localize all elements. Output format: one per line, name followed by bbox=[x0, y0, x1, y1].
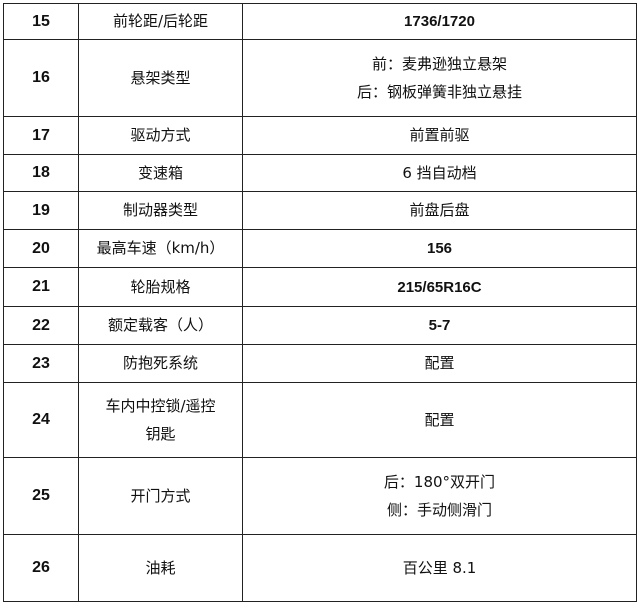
table-row: 15 前轮距/后轮距 1736/1720 bbox=[3, 3, 637, 40]
table-row: 25 开门方式 后：180°双开门 侧：手动侧滑门 bbox=[3, 457, 637, 535]
item-name: 驱动方式 bbox=[78, 116, 243, 155]
item-value-line: 后：180°双开门 bbox=[383, 472, 496, 491]
spec-table: 15 前轮距/后轮距 1736/1720 16 悬架类型 前：麦弗逊独立悬架 后：钢板弹簧非… bbox=[3, 3, 637, 602]
item-value: 前置前驱 bbox=[242, 116, 637, 155]
item-value: 配置 bbox=[242, 344, 637, 383]
item-value-line: 1736/1720 bbox=[404, 13, 475, 30]
item-name: 车内中控锁/遥控 钥匙 bbox=[78, 382, 243, 458]
item-name: 轮胎规格 bbox=[78, 267, 243, 307]
table-row: 26 油耗 百公里 8.1 bbox=[3, 534, 637, 602]
row-number: 19 bbox=[3, 191, 79, 230]
table-row: 22 额定载客（人） 5-7 bbox=[3, 306, 637, 345]
item-value-line: 后：钢板弹簧非独立悬挂 bbox=[356, 82, 522, 101]
item-name: 前轮距/后轮距 bbox=[78, 3, 243, 40]
row-number: 16 bbox=[3, 39, 79, 117]
item-value: 215/65R16C bbox=[242, 267, 637, 307]
row-number: 21 bbox=[3, 267, 79, 307]
item-name: 开门方式 bbox=[78, 457, 243, 535]
item-name: 悬架类型 bbox=[78, 39, 243, 117]
item-name: 制动器类型 bbox=[78, 191, 243, 230]
table-row: 24 车内中控锁/遥控 钥匙 配置 bbox=[3, 382, 637, 458]
table-row: 19 制动器类型 前盘后盘 bbox=[3, 191, 637, 230]
item-value: 后：180°双开门 侧：手动侧滑门 bbox=[242, 457, 637, 535]
row-number: 15 bbox=[3, 3, 79, 40]
item-value-line: 156 bbox=[426, 240, 453, 257]
item-value-line: 配置 bbox=[424, 410, 455, 429]
row-number: 26 bbox=[3, 534, 79, 602]
row-number: 22 bbox=[3, 306, 79, 345]
item-name: 防抱死系统 bbox=[78, 344, 243, 383]
item-name: 额定载客（人） bbox=[78, 306, 243, 345]
item-name: 变速箱 bbox=[78, 154, 243, 192]
table-row: 20 最高车速（km/h） 156 bbox=[3, 229, 637, 268]
row-number: 23 bbox=[3, 344, 79, 383]
item-value-line: 侧：手动侧滑门 bbox=[386, 500, 492, 519]
row-number: 24 bbox=[3, 382, 79, 458]
table-row: 23 防抱死系统 配置 bbox=[3, 344, 637, 383]
item-value-line: 百公里 8.1 bbox=[402, 558, 477, 577]
item-value-line: 6 挡自动档 bbox=[402, 163, 477, 182]
row-number: 25 bbox=[3, 457, 79, 535]
item-value: 1736/1720 bbox=[242, 3, 637, 40]
item-value: 百公里 8.1 bbox=[242, 534, 637, 602]
item-value-line: 配置 bbox=[424, 354, 455, 372]
item-name: 最高车速（km/h） bbox=[78, 229, 243, 268]
item-value: 5-7 bbox=[242, 306, 637, 345]
item-value: 前盘后盘 bbox=[242, 191, 637, 230]
item-value: 前：麦弗逊独立悬架 后：钢板弹簧非独立悬挂 bbox=[242, 39, 637, 117]
table-row: 16 悬架类型 前：麦弗逊独立悬架 后：钢板弹簧非独立悬挂 bbox=[3, 39, 637, 117]
item-value: 配置 bbox=[242, 382, 637, 458]
item-value-line: 前：麦弗逊独立悬架 bbox=[371, 54, 507, 73]
item-value-line: 5-7 bbox=[428, 317, 451, 334]
item-value-line: 前盘后盘 bbox=[409, 201, 470, 219]
item-value: 156 bbox=[242, 229, 637, 268]
item-value-line: 前置前驱 bbox=[409, 126, 470, 144]
table-row: 18 变速箱 6 挡自动档 bbox=[3, 154, 637, 192]
item-name-line: 车内中控锁/遥控 bbox=[105, 396, 216, 415]
row-number: 18 bbox=[3, 154, 79, 192]
row-number: 20 bbox=[3, 229, 79, 268]
item-value-line: 215/65R16C bbox=[397, 278, 482, 296]
item-name: 油耗 bbox=[78, 534, 243, 602]
item-value: 6 挡自动档 bbox=[242, 154, 637, 192]
item-name-line: 钥匙 bbox=[145, 424, 176, 443]
table-row: 17 驱动方式 前置前驱 bbox=[3, 116, 637, 155]
table-row: 21 轮胎规格 215/65R16C bbox=[3, 267, 637, 307]
row-number: 17 bbox=[3, 116, 79, 155]
